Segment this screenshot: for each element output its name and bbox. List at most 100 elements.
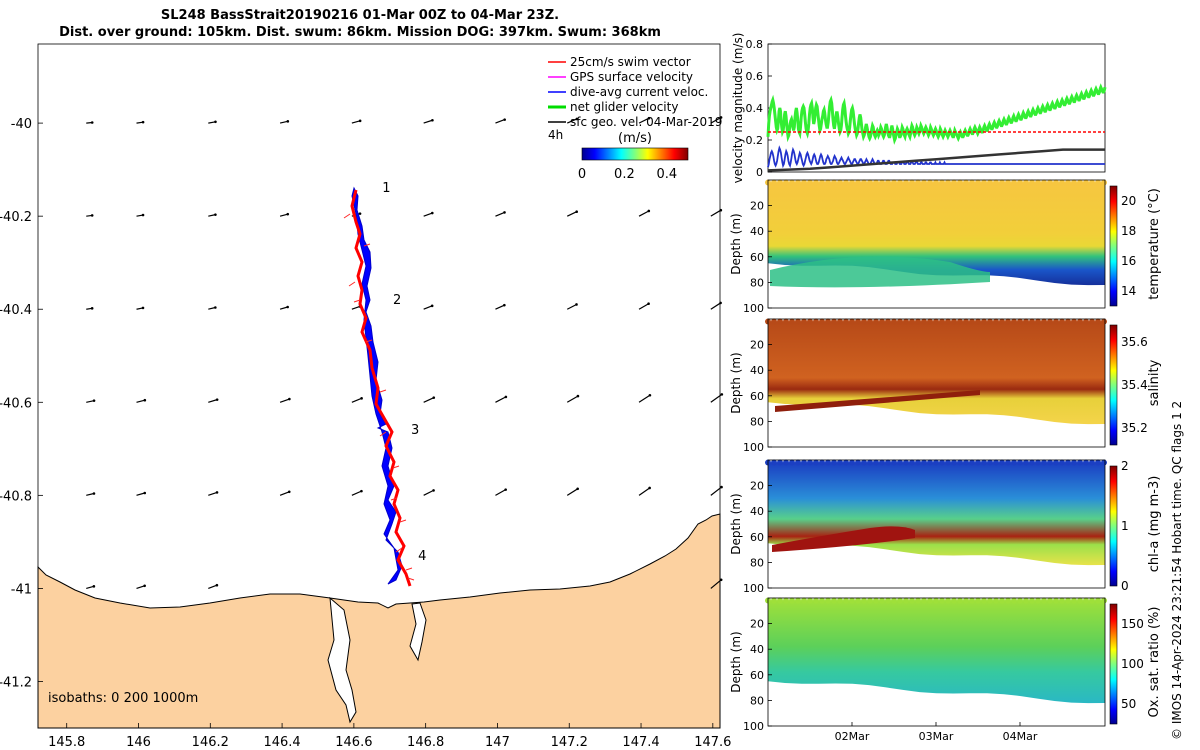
depth-section-cast-top [891,318,897,325]
depth-section-cast-top [813,179,819,186]
depth-section-cast-top [831,318,837,325]
depth-section-cast-top [1071,597,1077,604]
depth-y-tick-label: 20 [750,200,764,213]
depth-section-cast-top [819,597,825,604]
depth-section-cast-top [921,179,927,186]
depth-section-cast-top [1071,459,1077,466]
map-x-tick-label: 147 [485,735,510,750]
depth-section-cast-top [1065,318,1071,325]
depth-section-cast-top [843,318,849,325]
surface-velocity-arrow-head [215,491,219,494]
surface-velocity-arrow-head [504,395,508,399]
depth-section-cast-top [813,597,819,604]
depth-section-cast-top [885,459,891,466]
chart-title-line-1: SL248 BassStrait20190216 01-Mar 00Z to 0… [160,8,560,23]
depth-section-cast-top [1077,179,1083,186]
depth-section-cast-top [771,597,777,604]
depth-colorbar [1109,603,1118,725]
legend-label: dive-avg current veloc. [570,85,708,99]
depth-colorbar-label: temperature (°C) [1147,188,1162,300]
surface-velocity-arrow-head [503,211,506,214]
depth-y-tick-label: 100 [743,441,764,454]
depth-section-cast-top [951,459,957,466]
surface-velocity-arrow [279,398,290,403]
depth-section-cast-top [1035,459,1041,466]
depth-section-cast-top [1053,459,1059,466]
depth-section-cast-top [945,597,951,604]
depth-section-cast-top [891,597,897,604]
track-marker-label: 1 [382,181,390,196]
depth-section-cast-top [849,179,855,186]
surface-velocity-arrow-head [90,307,94,310]
depth-section-cast-top [1053,179,1059,186]
depth-section-cast-top [825,459,831,466]
depth-colorbar-label: salinity [1147,359,1162,406]
depth-section-cast-top [957,597,963,604]
legend-interval-label: 4h [548,128,563,142]
surface-velocity-arrow-head [90,214,94,217]
depth-section-cast-top [963,318,969,325]
depth-section-cast-top [897,318,903,325]
surface-velocity-arrow-head [143,491,147,495]
surface-velocity-arrow-head [215,398,219,401]
map-y-tick-label: -40.4 [0,303,32,318]
map-surface-velocity-vectors [86,116,724,589]
depth-section-cast-top [1053,318,1059,325]
surface-velocity-arrow-head [141,120,145,124]
velocity-y-tick-label: 0.2 [746,134,764,147]
date-x-tick-label: 04Mar [1003,730,1038,743]
surface-velocity-arrow-head [90,121,94,124]
depth-section-cast-top [1065,459,1071,466]
depth-section-cast-top [1023,179,1029,186]
map-x-tick-label: 146.2 [192,735,229,750]
thermocline-band [770,256,990,288]
depth-section-cast-top [1035,179,1041,186]
depth-section-cast-top [831,459,837,466]
speed-colorbar-ticks: 0 0.2 0.4 [578,167,677,182]
surface-velocity-arrow [710,209,722,217]
depth-section-cast-top [1077,318,1083,325]
surface-velocity-arrow [495,396,507,403]
depth-section-cast-top [1083,179,1089,186]
date-x-tick-label: 02Mar [835,730,870,743]
depth-panel-frame [767,179,1106,309]
depth-section-cast-top [819,179,825,186]
map-frame [37,43,721,729]
depth-section-cast-top [813,318,819,325]
depth-section-cast-top [1059,179,1065,186]
depth-section-cast-top [1017,459,1023,466]
map-y-tick-label: -40.8 [0,489,32,504]
depth-section-cast-top [1011,318,1017,325]
chart-title-line-2: Dist. over ground: 105km. Dist. swum: 86… [59,25,661,40]
depth-y-tick-label: 80 [750,556,764,569]
speed-colorbar-label: (m/s) [618,131,652,146]
depth-section-cast-top [819,459,825,466]
velocity-series [766,83,1107,172]
depth-section-cast-top [891,179,897,186]
surface-velocity-arrow-head [576,487,579,491]
depth-section-cast-top [951,179,957,186]
depth-section-cast-top [1005,179,1011,186]
surface-velocity-arrow-head [92,492,96,495]
depth-y-tick-label: 40 [750,364,764,377]
depth-section-cast-top [855,597,861,604]
depth-colorbar-tick: 1 [1121,519,1129,533]
depth-section-cast-top [807,597,813,604]
depth-section-cast-top [1041,459,1047,466]
depth-section-cast-top [849,459,855,466]
map-x-tick-label: 145.8 [48,735,85,750]
depth-section-cast-top [939,179,945,186]
surface-velocity-arrow-head [647,116,651,120]
map-x-tick-label: 147.2 [551,735,588,750]
speed-colorbar-tick: 0.4 [656,167,677,182]
depth-section-cast-top [1065,179,1071,186]
depth-y-tick-label: 40 [750,643,764,656]
depth-section-cast-top [903,318,909,325]
depth-section-cast-top [885,179,891,186]
depth-section-cast-top [909,597,915,604]
depth-section-cast-top [963,459,969,466]
surface-velocity-arrow [279,120,288,124]
depth-section-cast-top [1047,179,1053,186]
surface-velocity-arrow [710,486,722,496]
map-y-tick-label: -40.2 [0,210,32,225]
